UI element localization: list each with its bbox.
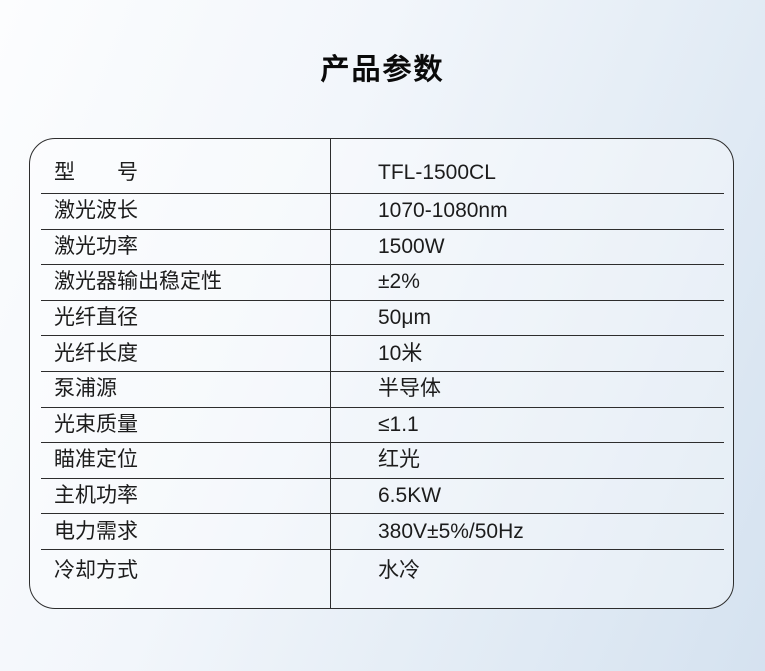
- spec-label: 型 号: [30, 139, 331, 193]
- table-row: 瞄准定位 红光: [30, 442, 733, 478]
- page-title: 产品参数: [320, 54, 445, 86]
- spec-label: 瞄准定位: [30, 442, 331, 478]
- spec-value: 6.5KW: [378, 484, 442, 508]
- table-row: 光纤直径 50μm: [30, 299, 733, 336]
- table-row: 激光器输出稳定性 ±2%: [30, 264, 733, 300]
- spec-value: 红光: [378, 448, 420, 472]
- spec-value: ±2%: [378, 270, 420, 294]
- spec-label: 光纤长度: [30, 335, 331, 371]
- table-row: 主机功率 6.5KW: [30, 477, 733, 514]
- spec-label: 激光波长: [30, 193, 331, 229]
- table-row: 激光功率 1500W: [30, 228, 733, 265]
- spec-value: 10米: [378, 341, 423, 365]
- table-row: 激光波长 1070-1080nm: [30, 193, 733, 229]
- spec-value: TFL-1500CL: [378, 160, 496, 184]
- spec-value: 380V±5%/50Hz: [378, 519, 524, 543]
- spec-label: 光纤直径: [30, 299, 331, 336]
- spec-value: 半导体: [378, 377, 441, 401]
- spec-label: 电力需求: [30, 513, 331, 549]
- spec-label: 激光器输出稳定性: [30, 264, 331, 300]
- spec-label: 光束质量: [30, 406, 331, 443]
- spec-label: 激光功率: [30, 228, 331, 265]
- spec-label: 泵浦源: [30, 370, 331, 407]
- table-row: 光纤长度 10米: [30, 335, 733, 371]
- spec-value: 1070-1080nm: [378, 199, 508, 223]
- table-row: 型 号 TFL-1500CL: [30, 139, 733, 193]
- spec-value: ≤1.1: [378, 412, 419, 436]
- spec-value: 水冷: [378, 558, 420, 582]
- table-row: 泵浦源 半导体: [30, 370, 733, 407]
- spec-value: 50μm: [378, 306, 431, 330]
- table-row: 光束质量 ≤1.1: [30, 406, 733, 443]
- spec-value: 1500W: [378, 234, 445, 258]
- spec-table: 型 号 TFL-1500CL 激光波长 1070-1080nm 激光功率 1500W 激光器…: [29, 138, 734, 609]
- table-row: 冷却方式 水冷: [30, 548, 733, 608]
- spec-label: 主机功率: [30, 477, 331, 514]
- table-row: 电力需求 380V±5%/50Hz: [30, 513, 733, 549]
- spec-label: 冷却方式: [30, 548, 331, 608]
